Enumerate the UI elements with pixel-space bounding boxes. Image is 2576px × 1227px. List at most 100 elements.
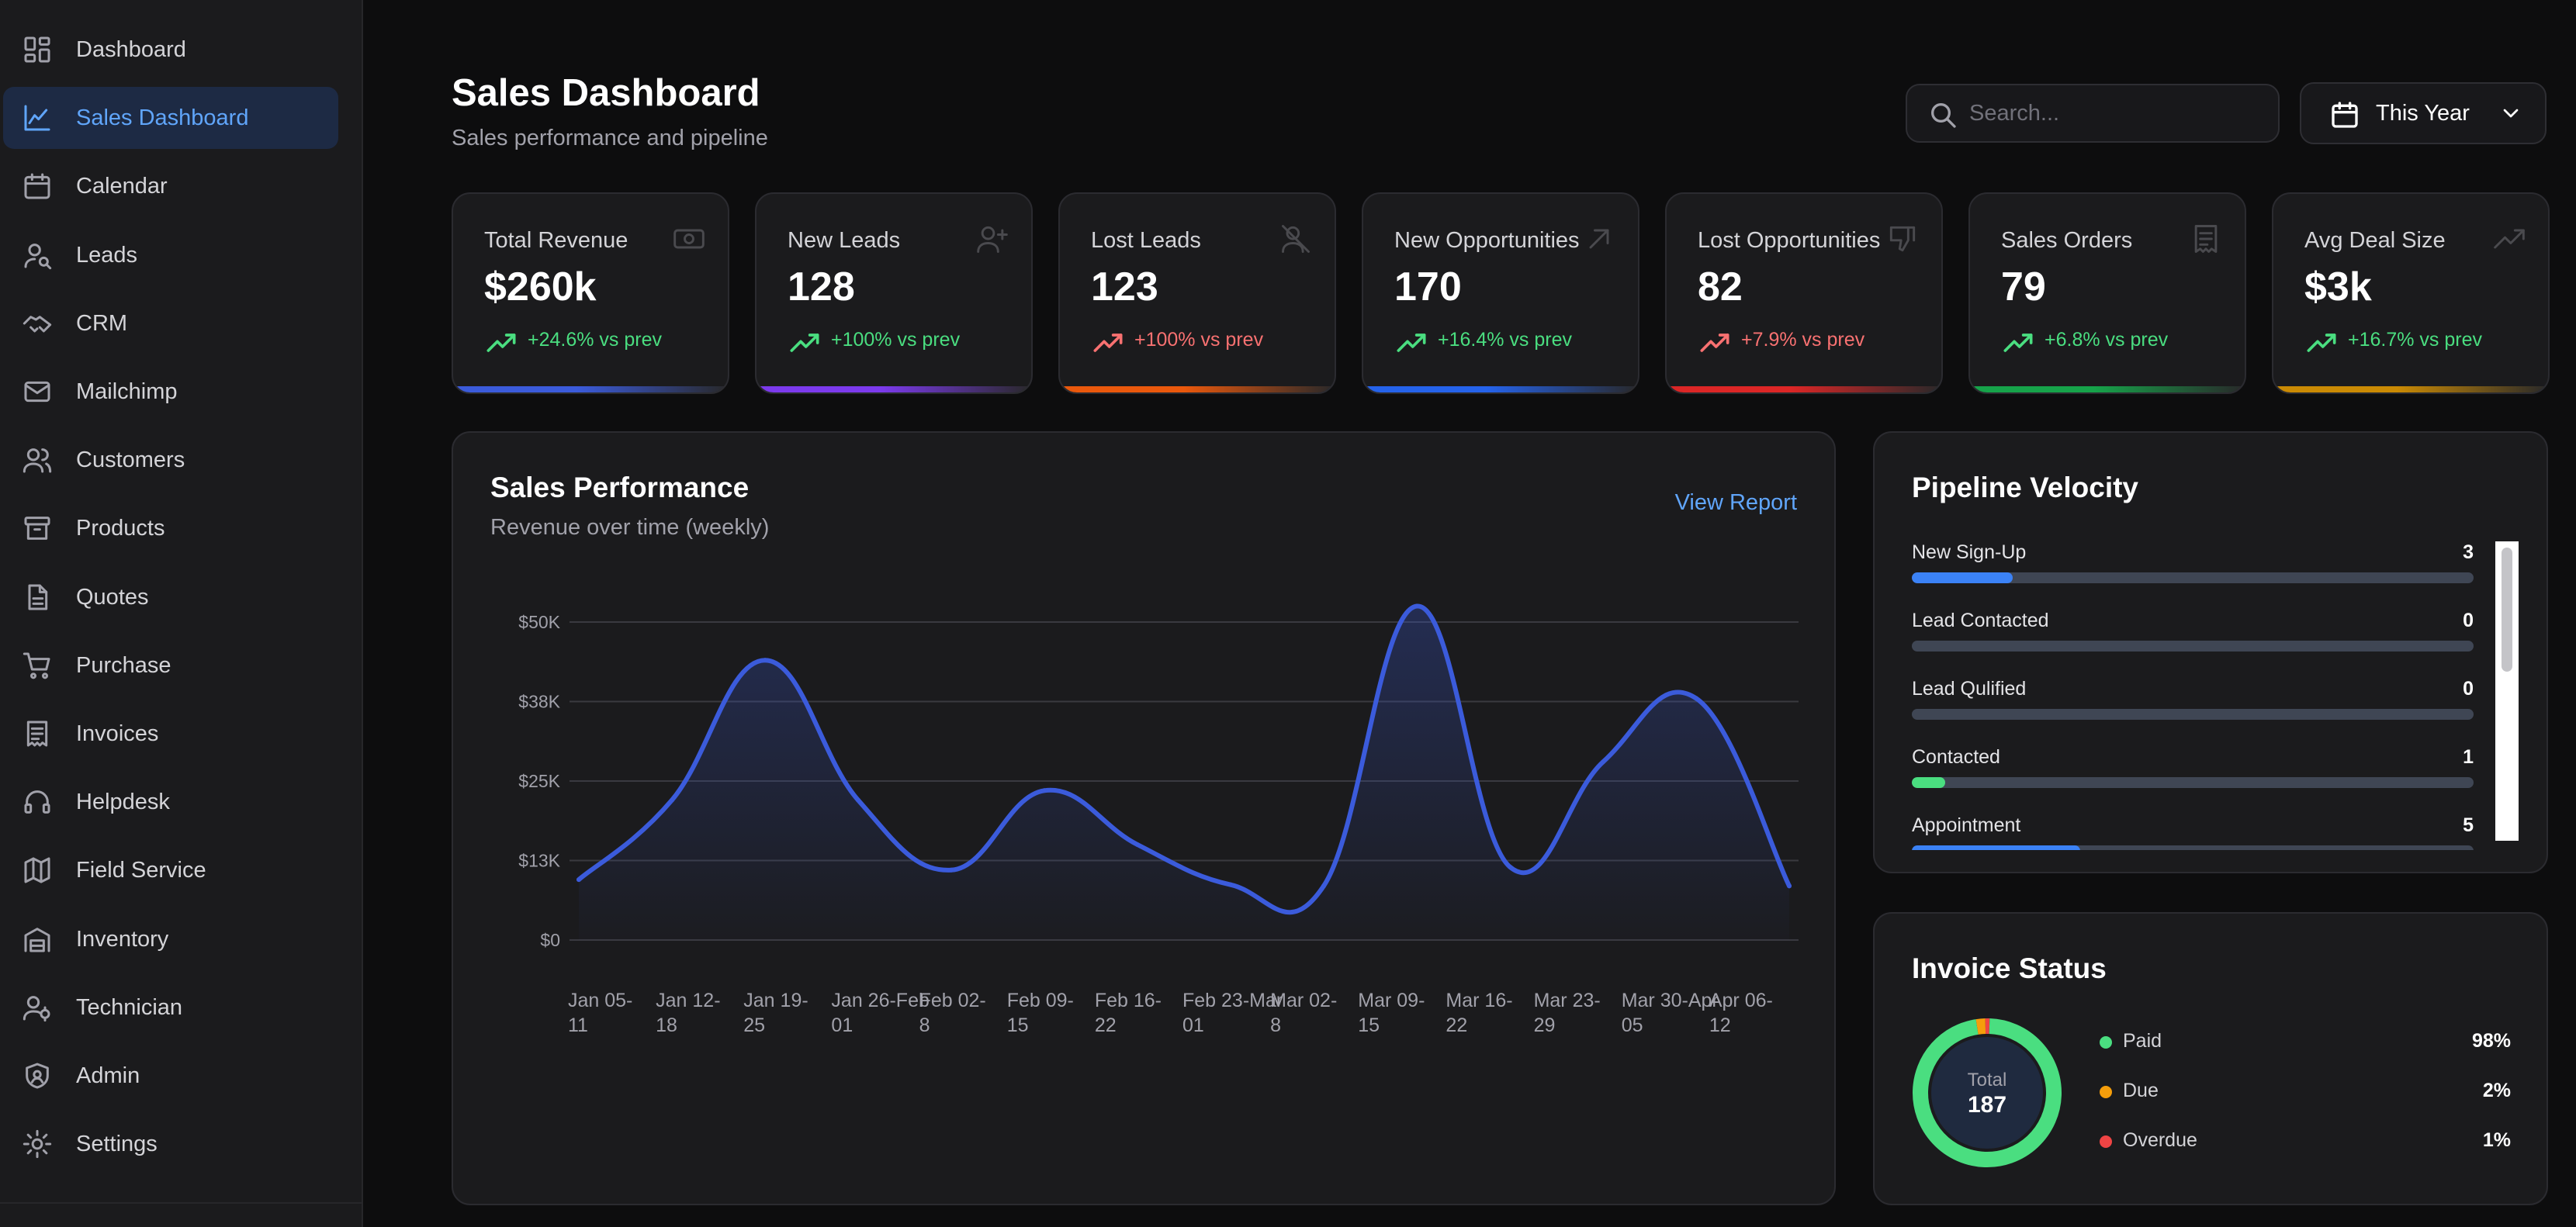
x-tick-label: 12 — [1709, 1014, 1731, 1036]
data-point[interactable] — [1042, 788, 1047, 793]
kpi-card-lost-opportunities[interactable]: Lost Opportunities 82 +7.9% vs prev — [1665, 192, 1943, 394]
x-tick-label: 01 — [1182, 1014, 1204, 1036]
invoice-legend-item: Due 2% — [2100, 1077, 2511, 1108]
pipeline-stage-fill — [1912, 777, 1946, 788]
kpi-value: 128 — [788, 264, 855, 309]
invoice-legend-item: Overdue 1% — [2100, 1126, 2511, 1157]
search-icon — [1931, 103, 1956, 128]
sidebar-item-crm[interactable]: CRM — [3, 292, 338, 354]
trend-up-icon — [2304, 327, 2339, 358]
data-point[interactable] — [856, 797, 860, 803]
pipeline-stage-count: 0 — [2463, 610, 2474, 631]
sidebar-item-technician[interactable]: Technician — [3, 976, 338, 1039]
kpi-card-new-leads[interactable]: New Leads 128 +100% vs prev — [755, 192, 1033, 394]
data-point[interactable] — [1135, 842, 1140, 847]
x-tick-label: Mar 23- — [1534, 990, 1601, 1011]
data-point[interactable] — [1414, 603, 1419, 609]
sidebar-item-label: Products — [76, 516, 165, 541]
sidebar-item-field-service[interactable]: Field Service — [3, 839, 338, 901]
sidebar-item-sales-dashboard[interactable]: Sales Dashboard — [3, 87, 338, 150]
sidebar-item-inventory[interactable]: Inventory — [3, 908, 338, 970]
sidebar-item-mailchimp[interactable]: Mailchimp — [3, 361, 338, 423]
data-point[interactable] — [1228, 882, 1233, 887]
dashboard-icon — [22, 34, 53, 65]
trend-up-icon — [1091, 327, 1125, 358]
pipeline-stage: New Sign-Up 3 — [1912, 541, 2474, 610]
search-input[interactable] — [1969, 85, 2264, 141]
sidebar-item-invoices[interactable]: Invoices — [3, 703, 338, 765]
sidebar-item-customers[interactable]: Customers — [3, 429, 338, 491]
sidebar-item-products[interactable]: Products — [3, 497, 338, 559]
sidebar-item-label: Leads — [76, 242, 138, 268]
sidebar-item-leads[interactable]: Leads — [3, 224, 338, 286]
data-point[interactable] — [670, 797, 674, 803]
legend-name: Due — [2123, 1080, 2159, 1101]
y-tick-label: $0 — [540, 930, 560, 950]
sidebar-item-dashboard[interactable]: Dashboard — [3, 19, 338, 81]
kpi-accent-bar — [757, 386, 1031, 392]
kpi-delta: +16.7% vs prev — [2348, 329, 2483, 351]
trend-up-icon — [1394, 327, 1428, 358]
kpi-card-lost-leads[interactable]: Lost Leads 123 +100% vs prev — [1058, 192, 1336, 394]
sidebar-item-purchase[interactable]: Purchase — [3, 634, 338, 696]
kpi-delta: +100% vs prev — [1134, 329, 1264, 351]
kpi-card-avg-deal-size[interactable]: Avg Deal Size $3k +16.7% vs prev — [2272, 192, 2550, 394]
kpi-value: $3k — [2304, 264, 2372, 309]
kpi-card-total-revenue[interactable]: Total Revenue $260k +24.6% vs prev — [452, 192, 729, 394]
donut-slice-paid — [1913, 1018, 2062, 1167]
sidebar-item-label: Sales Dashboard — [76, 105, 249, 131]
kpi-accent-bar — [453, 386, 728, 392]
money-icon — [672, 222, 706, 256]
sidebar-item-admin[interactable]: Admin — [3, 1045, 338, 1107]
user-off-icon — [1279, 222, 1313, 256]
sidebar-item-calendar[interactable]: Calendar — [3, 155, 338, 217]
kpi-value: 170 — [1394, 264, 1462, 309]
pipeline-scrollbar-thumb[interactable] — [2502, 548, 2512, 672]
data-point[interactable] — [576, 877, 581, 883]
sidebar-item-helpdesk[interactable]: Helpdesk — [3, 771, 338, 833]
data-point[interactable] — [1321, 883, 1326, 889]
sidebar-item-label: Admin — [76, 1063, 140, 1088]
data-point[interactable] — [949, 867, 954, 873]
data-point[interactable] — [1601, 759, 1605, 765]
x-tick-label: Feb 23-Mar — [1182, 990, 1283, 1011]
map-icon — [22, 855, 53, 886]
handshake-icon — [22, 308, 53, 339]
calendar-icon — [2332, 102, 2358, 128]
x-tick-label: Mar 02- — [1270, 990, 1337, 1011]
x-tick-label: Jan 12- — [656, 990, 720, 1011]
kpi-label: Sales Orders — [2001, 228, 2133, 253]
sidebar-item-label: Mailchimp — [76, 379, 178, 404]
x-tick-label: Feb 16- — [1095, 990, 1162, 1011]
x-tick-label: 15 — [1358, 1014, 1380, 1036]
data-point[interactable] — [1694, 696, 1698, 701]
kpi-value: 82 — [1698, 264, 1743, 309]
pipeline-scrollbar[interactable] — [2495, 541, 2519, 841]
cart-icon — [22, 650, 53, 681]
legend-dot — [2100, 1036, 2112, 1049]
calendar-icon — [22, 171, 53, 202]
pipeline-stage: Appointment 5 — [1912, 814, 2474, 850]
sidebar-item-settings[interactable]: Settings — [3, 1113, 338, 1175]
data-point[interactable] — [763, 658, 767, 663]
x-tick-label: 15 — [1007, 1014, 1029, 1036]
period-selector[interactable]: This Year — [2300, 82, 2547, 144]
kpi-label: Lost Opportunities — [1698, 228, 1881, 253]
kpi-card-new-opportunities[interactable]: New Opportunities 170 +16.4% vs prev — [1362, 192, 1639, 394]
revenue-series-line — [576, 603, 1792, 915]
pipeline-stage-name: Appointment — [1912, 814, 2021, 836]
sidebar-item-quotes[interactable]: Quotes — [3, 566, 338, 628]
kpi-card-sales-orders[interactable]: Sales Orders 79 +6.8% vs prev — [1968, 192, 2246, 394]
search-box[interactable] — [1906, 84, 2280, 143]
sidebar-item-label: Settings — [76, 1132, 158, 1157]
data-point[interactable] — [1508, 864, 1512, 869]
sales-performance-panel: Sales Performance Revenue over time (wee… — [452, 431, 1836, 1205]
mail-icon — [22, 376, 53, 407]
x-tick-label: Jan 19- — [743, 990, 808, 1011]
view-report-link[interactable]: View Report — [1674, 490, 1797, 515]
trend-up-icon — [788, 327, 822, 358]
pipeline-stage-list[interactable]: New Sign-Up 3 Lead Contacted 0 Lead Qulified… — [1912, 541, 2533, 850]
legend-name: Paid — [2123, 1030, 2162, 1052]
x-tick-label: Jan 05- — [568, 990, 632, 1011]
data-point[interactable] — [1787, 883, 1792, 889]
